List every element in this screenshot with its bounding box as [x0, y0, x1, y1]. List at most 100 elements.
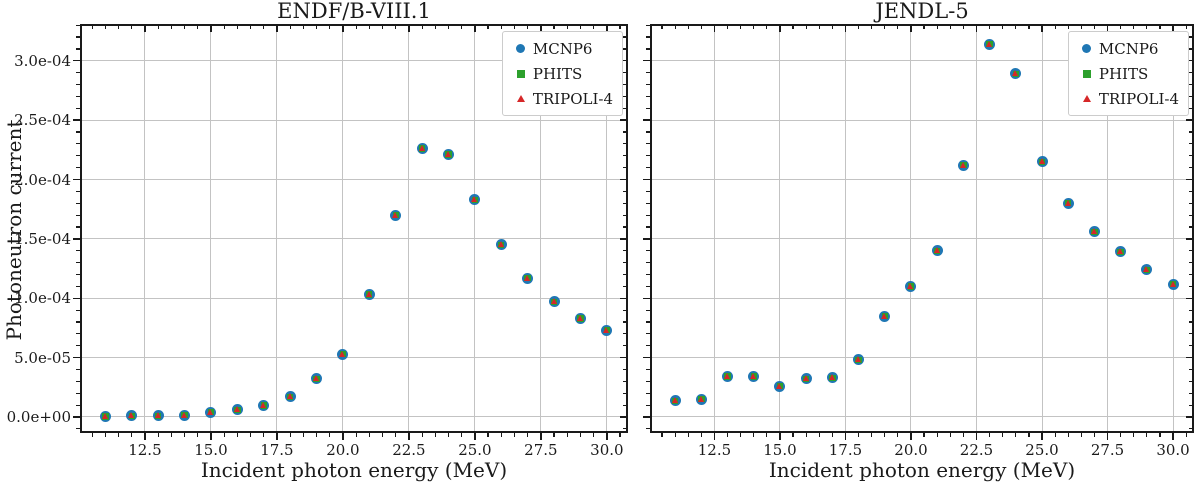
x-minor-tick-top: [513, 25, 516, 30]
x-minor-tick-top: [355, 25, 357, 30]
y-minor-tick-right: [1188, 36, 1193, 38]
y-tick-label: 5.0e-05: [14, 348, 71, 367]
y-tick-label: 1.5e-04: [14, 229, 71, 248]
legend-label: TRIPOLI-4: [532, 89, 613, 108]
y-minor-tick-left: [76, 404, 80, 406]
x-minor-tick-top: [91, 25, 93, 30]
plot-jendl-5: JENDL-5 Incident photon energy (MeV) 12.…: [643, 0, 1194, 482]
legend-marker-cell: [509, 69, 533, 78]
data-point: [443, 149, 455, 161]
marker-tripoli-triangle: [286, 393, 293, 400]
y-minor-tick-right: [622, 404, 627, 406]
x-minor-tick-top: [566, 25, 568, 30]
marker-tripoli-triangle: [260, 402, 267, 409]
x-minor-tick-top: [117, 25, 120, 30]
x-minor-tick-bottom: [726, 433, 729, 437]
x-minor-tick-bottom: [1159, 433, 1161, 437]
x-major-tick-top: [606, 25, 608, 32]
x-tick-label: 12.5: [128, 441, 162, 459]
x-minor-tick-bottom: [527, 433, 529, 437]
y-minor-tick-right: [622, 368, 627, 371]
legend-label: MCNP6: [1098, 39, 1159, 58]
marker-tripoli-triangle: [907, 282, 914, 289]
data-point: [311, 373, 323, 385]
spine-right: [626, 24, 628, 433]
x-minor-tick-top: [329, 25, 331, 30]
y-minor-tick-right: [622, 202, 627, 204]
grid-line-vertical: [1041, 25, 1043, 432]
x-tick-label: 30.0: [590, 441, 624, 459]
spine-bottom: [80, 431, 628, 433]
legend-item: TRIPOLI-4: [509, 86, 613, 111]
grid-line-vertical: [976, 25, 977, 432]
data-point: [205, 406, 217, 418]
y-minor-tick-right: [1188, 368, 1193, 371]
marker-tripoli-triangle: [445, 151, 451, 158]
y-minor-tick-left: [646, 404, 650, 406]
y-minor-tick-left: [646, 83, 650, 86]
data-point: [284, 391, 296, 403]
legend: MCNP6 PHITS TRIPOLI-4: [501, 31, 623, 116]
x-minor-tick-top: [236, 25, 238, 30]
x-minor-tick-bottom: [818, 433, 820, 437]
marker-tripoli-triangle: [959, 161, 966, 168]
y-minor-tick-right: [622, 250, 627, 252]
y-minor-tick-right: [622, 190, 627, 192]
legend-square-icon: [516, 69, 525, 78]
x-minor-tick-bottom: [936, 433, 938, 437]
legend-marker-cell: [1075, 44, 1099, 53]
marker-tripoli-triangle: [724, 373, 731, 380]
legend-triangle-icon: [1082, 95, 1091, 102]
grid-line-horizontal: [651, 357, 1193, 359]
data-point: [722, 371, 734, 383]
y-minor-tick-left: [76, 345, 80, 347]
x-minor-tick-bottom: [1185, 433, 1187, 437]
marker-tripoli-triangle: [828, 374, 835, 381]
y-minor-tick-left: [76, 368, 80, 371]
x-tick-label: 15.0: [194, 441, 228, 459]
x-minor-tick-bottom: [553, 433, 555, 437]
data-point: [853, 354, 865, 366]
grid-line-horizontal: [651, 416, 1193, 418]
y-minor-tick-right: [1188, 107, 1193, 109]
x-minor-tick-bottom: [183, 433, 186, 437]
marker-tripoli-triangle: [101, 412, 108, 419]
data-point: [469, 194, 481, 206]
x-minor-tick-top: [183, 25, 186, 30]
data-point: [390, 209, 402, 221]
marker-tripoli-triangle: [313, 375, 320, 382]
x-minor-tick-top: [949, 25, 951, 30]
x-minor-tick-top: [500, 25, 502, 30]
x-minor-tick-top: [805, 25, 807, 30]
y-minor-tick-right: [1188, 250, 1193, 252]
data-point: [931, 245, 943, 257]
x-minor-tick-bottom: [989, 433, 991, 437]
y-minor-tick-right: [1188, 262, 1193, 264]
x-minor-tick-bottom: [197, 433, 199, 437]
grid-line-horizontal: [81, 416, 627, 418]
x-major-tick-top: [474, 25, 476, 32]
x-minor-tick-bottom: [1067, 433, 1069, 437]
marker-tripoli-triangle: [802, 375, 809, 382]
legend-circle-icon: [1082, 44, 1092, 53]
marker-tripoli-triangle: [576, 314, 583, 321]
x-minor-tick-top: [674, 25, 676, 30]
y-major-tick-left: [73, 60, 80, 62]
x-tick-label: 25.0: [1025, 441, 1059, 459]
grid-line-vertical: [1172, 25, 1174, 432]
data-point: [1062, 197, 1074, 209]
y-major-tick-right: [1186, 416, 1193, 418]
data-point: [1141, 264, 1153, 276]
x-minor-tick-top: [157, 25, 159, 30]
x-minor-tick-top: [1028, 25, 1030, 30]
x-minor-tick-bottom: [1133, 433, 1135, 437]
y-minor-tick-left: [646, 155, 650, 157]
plot-title-jendl: JENDL-5: [875, 0, 969, 23]
y-minor-tick-right: [622, 107, 627, 109]
x-minor-tick-top: [700, 25, 702, 30]
legend-item: TRIPOLI-4: [1075, 86, 1179, 111]
y-minor-tick-right: [622, 83, 627, 86]
x-minor-tick-top: [1133, 25, 1135, 30]
x-minor-tick-bottom: [700, 433, 702, 437]
marker-tripoli-triangle: [233, 406, 240, 413]
